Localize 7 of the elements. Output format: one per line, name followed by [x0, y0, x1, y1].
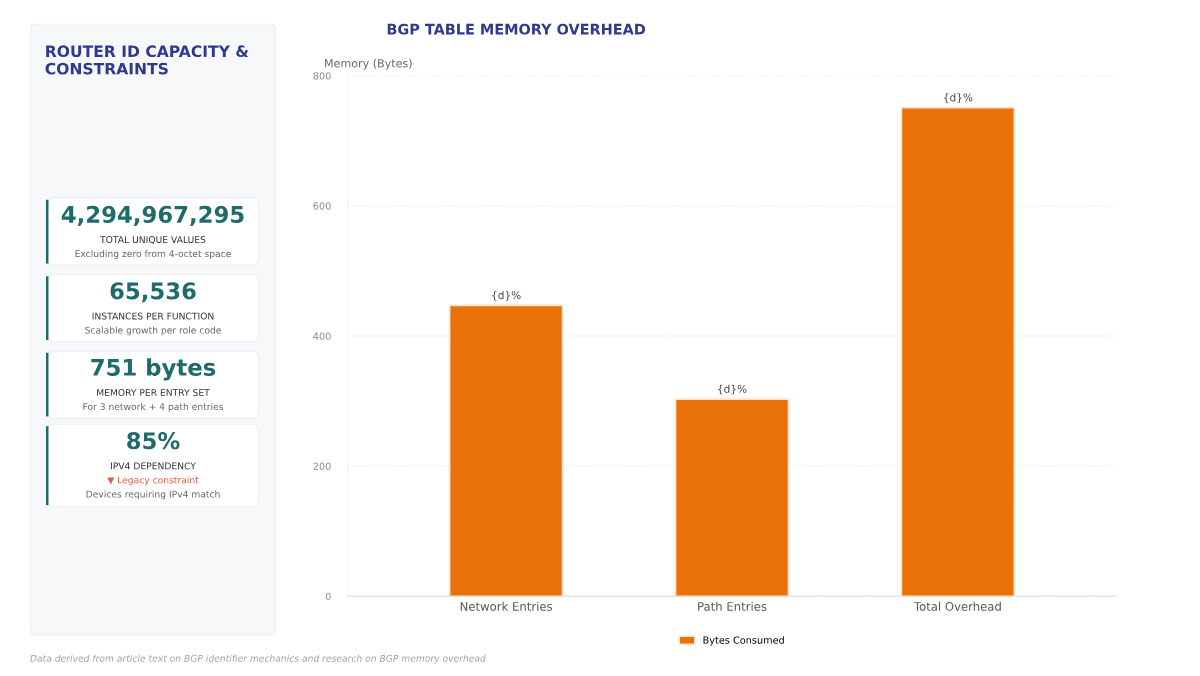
bar: [674, 398, 790, 597]
text: 4,294,967,295: [61, 205, 244, 226]
bar: [900, 106, 1016, 597]
text: 65,536: [110, 282, 196, 303]
bar: [448, 304, 564, 597]
text: 85%: [127, 432, 180, 450]
text: 751 bytes: [91, 358, 216, 381]
